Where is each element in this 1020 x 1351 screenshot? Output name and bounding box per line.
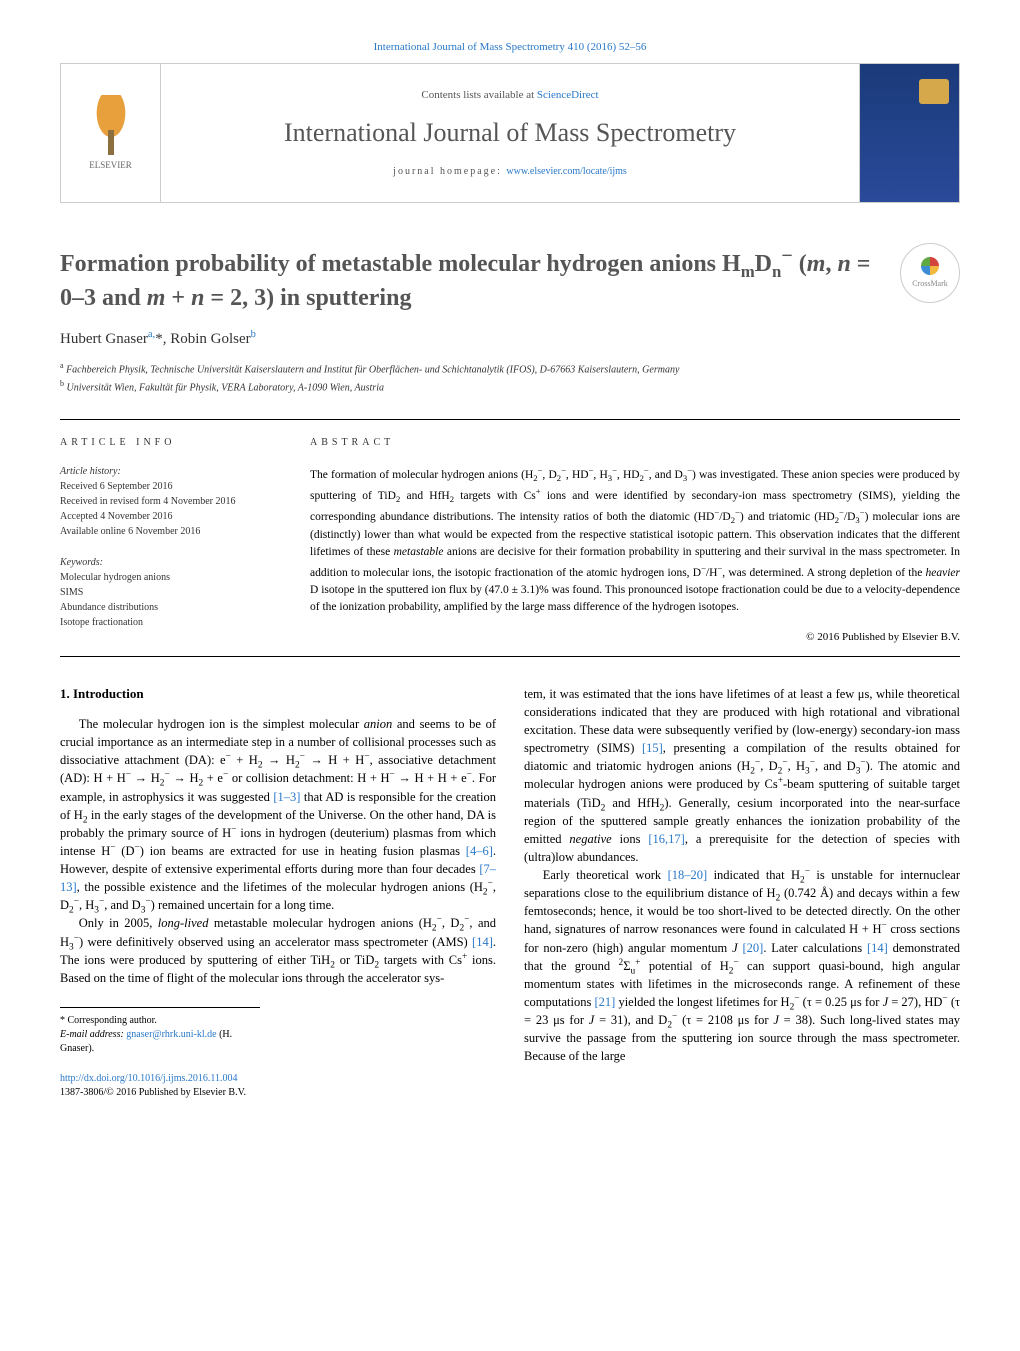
homepage-link[interactable]: www.elsevier.com/locate/ijms [506, 166, 626, 177]
affiliation-b: Universität Wien, Fakultät für Physik, V… [67, 382, 384, 393]
elsevier-logo: ELSEVIER [61, 64, 161, 202]
section-title: Introduction [73, 686, 144, 701]
divider [60, 656, 960, 657]
keyword: Molecular hydrogen anions [60, 570, 280, 585]
homepage-prefix: journal homepage: [393, 166, 506, 177]
contents-line: Contents lists available at ScienceDirec… [171, 88, 849, 103]
body-paragraph: tem, it was estimated that the ions have… [524, 685, 960, 866]
journal-citation-link: International Journal of Mass Spectromet… [60, 40, 960, 55]
article-info-heading: article info [60, 436, 280, 450]
crossmark-badge[interactable]: CrossMark [900, 243, 960, 303]
body-paragraph: Early theoretical work [18–20] indicated… [524, 866, 960, 1065]
history-label: Article history: [60, 464, 280, 479]
corresponding-author-footnote: * Corresponding author. E-mail address: … [60, 1007, 260, 1056]
journal-citation[interactable]: International Journal of Mass Spectromet… [374, 41, 647, 53]
section-heading: 1. Introduction [60, 685, 496, 703]
article-title: Formation probability of metastable mole… [60, 243, 880, 314]
abstract-copyright: © 2016 Published by Elsevier B.V. [310, 630, 960, 645]
sciencedirect-link[interactable]: ScienceDirect [537, 89, 599, 101]
body-column-right: tem, it was estimated that the ions have… [524, 685, 960, 1100]
affiliations: a Fachbereich Physik, Technische Univers… [60, 360, 960, 395]
keyword: SIMS [60, 585, 280, 600]
journal-cover-thumbnail [859, 64, 959, 202]
abstract-column: abstract The formation of molecular hydr… [310, 436, 960, 646]
article-info-column: article info Article history: Received 6… [60, 436, 280, 646]
elsevier-tree-icon [86, 95, 136, 155]
body-paragraph: Only in 2005, long-lived metastable mole… [60, 914, 496, 987]
section-number: 1. [60, 686, 70, 701]
article-history: Article history: Received 6 September 20… [60, 464, 280, 539]
keyword: Abundance distributions [60, 600, 280, 615]
homepage-line: journal homepage: www.elsevier.com/locat… [171, 165, 849, 179]
authors: Hubert Gnasera,*, Robin Golserb [60, 328, 960, 350]
body-column-left: 1. Introduction The molecular hydrogen i… [60, 685, 496, 1100]
issn-line: 1387-3806/© 2016 Published by Elsevier B… [60, 1086, 496, 1100]
keyword: Isotope fractionation [60, 615, 280, 630]
journal-header: ELSEVIER Contents lists available at Sci… [60, 63, 960, 203]
abstract-heading: abstract [310, 436, 960, 450]
contents-prefix: Contents lists available at [421, 89, 536, 101]
elsevier-text: ELSEVIER [89, 159, 132, 172]
corresponding-label: * Corresponding author. [60, 1014, 260, 1028]
history-line: Available online 6 November 2016 [60, 524, 280, 539]
history-line: Accepted 4 November 2016 [60, 509, 280, 524]
page-footer: http://dx.doi.org/10.1016/j.ijms.2016.11… [60, 1072, 496, 1100]
crossmark-label: CrossMark [912, 278, 948, 289]
history-line: Received 6 September 2016 [60, 479, 280, 494]
body-two-column: 1. Introduction The molecular hydrogen i… [60, 685, 960, 1100]
affiliation-a: Fachbereich Physik, Technische Universit… [66, 365, 679, 376]
keywords-label: Keywords: [60, 555, 280, 570]
header-center: Contents lists available at ScienceDirec… [161, 78, 859, 190]
journal-name: International Journal of Mass Spectromet… [171, 115, 849, 151]
doi-link[interactable]: http://dx.doi.org/10.1016/j.ijms.2016.11… [60, 1073, 238, 1084]
email-label: E-mail address: [60, 1029, 124, 1040]
divider [60, 419, 960, 420]
history-line: Received in revised form 4 November 2016 [60, 494, 280, 509]
author-email-link[interactable]: gnaser@rhrk.uni-kl.de [126, 1029, 216, 1040]
body-paragraph: The molecular hydrogen ion is the simple… [60, 715, 496, 914]
abstract-text: The formation of molecular hydrogen anio… [310, 464, 960, 616]
keywords-block: Keywords: Molecular hydrogen anions SIMS… [60, 555, 280, 630]
